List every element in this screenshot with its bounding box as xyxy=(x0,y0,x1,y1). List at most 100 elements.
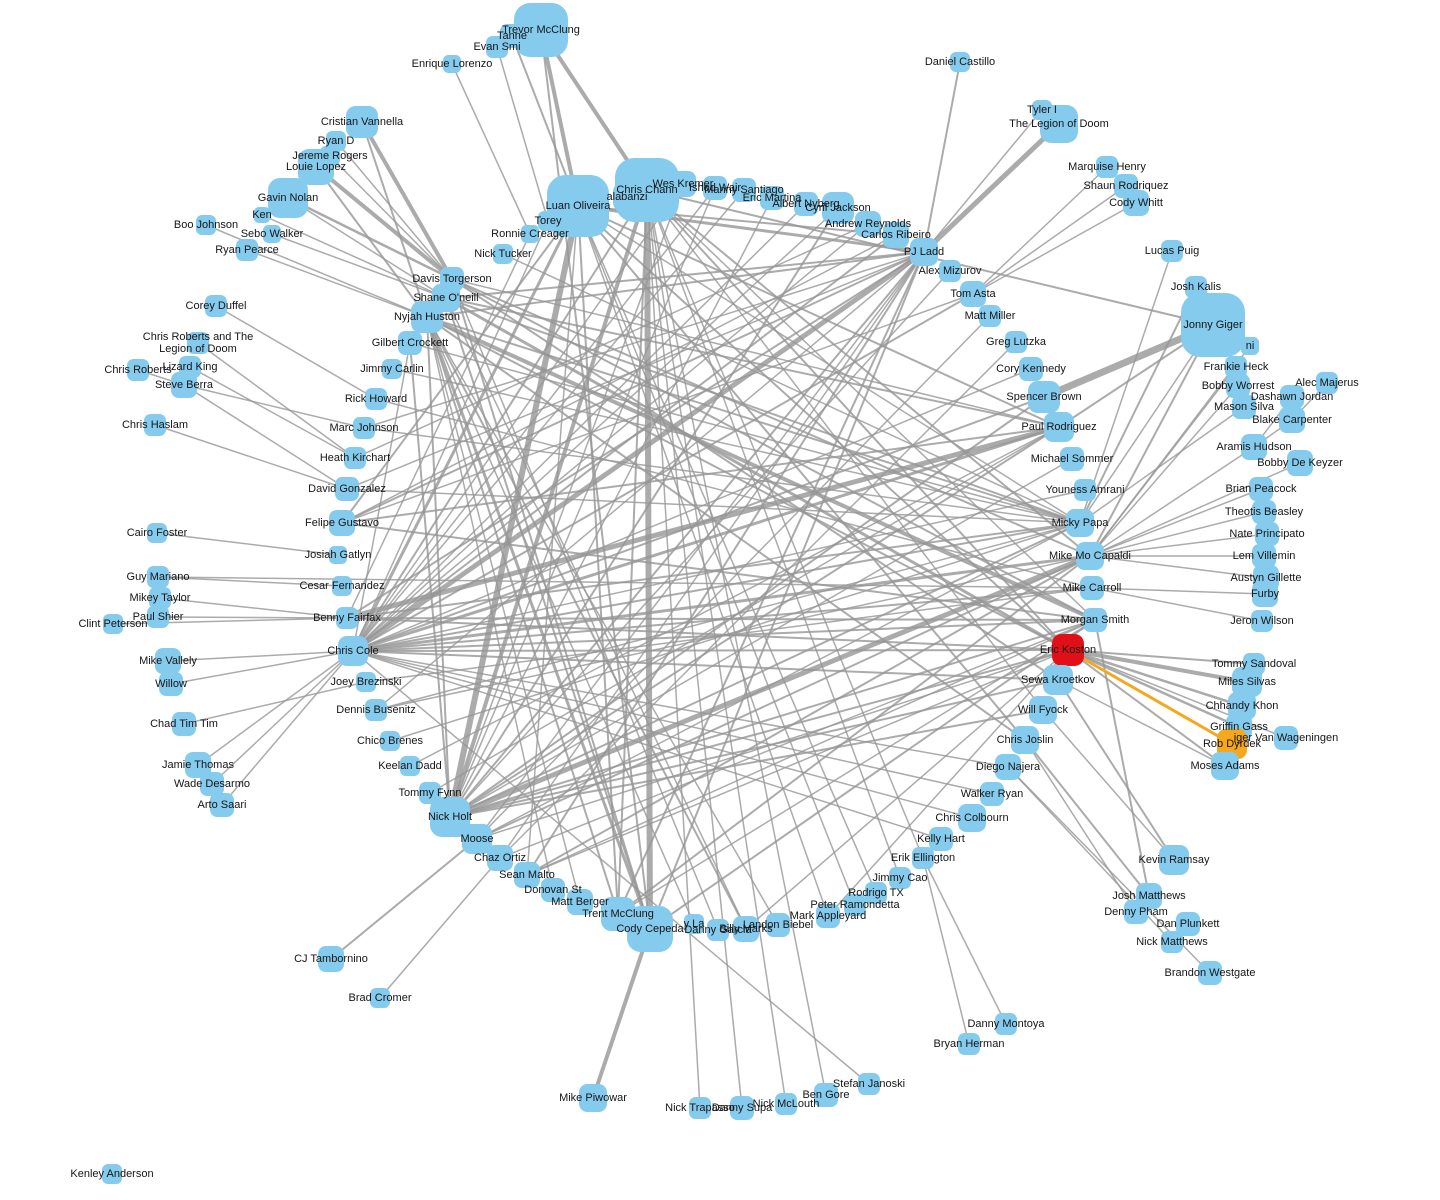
graph-node-eric-koston[interactable] xyxy=(1052,634,1084,666)
graph-node-marc-johnson[interactable] xyxy=(353,417,375,439)
graph-node-aramis-hudson[interactable] xyxy=(1241,434,1267,460)
graph-node-mike-piwowar[interactable] xyxy=(579,1084,607,1112)
graph-node-chris-haslam[interactable] xyxy=(144,414,166,436)
graph-node-corey-duffel[interactable] xyxy=(205,295,227,317)
graph-node-rodrigo-tx[interactable] xyxy=(865,882,887,904)
graph-node-erik-ellington[interactable] xyxy=(912,847,934,869)
graph-node-nick-tucker[interactable] xyxy=(493,244,513,264)
graph-node-rick-howard[interactable] xyxy=(365,388,387,410)
graph-node-ryan-pearce[interactable] xyxy=(236,239,258,261)
graph-node-moses-adams[interactable] xyxy=(1211,752,1239,780)
graph-node-diego-najera[interactable] xyxy=(995,754,1021,780)
graph-node-furby[interactable] xyxy=(1252,581,1278,607)
graph-node-benny-fairfax[interactable] xyxy=(336,607,358,629)
graph-node-will-fyock[interactable] xyxy=(1029,696,1057,724)
graph-node-cj-tambornino[interactable] xyxy=(318,946,344,972)
graph-node-bobby-de-keyzer[interactable] xyxy=(1287,450,1313,476)
graph-node-daniel-castillo[interactable] xyxy=(950,52,970,72)
graph-node-mike-vallely[interactable] xyxy=(155,648,181,674)
graph-node-carlos-ribeiro[interactable] xyxy=(883,222,909,248)
graph-node-mason-silva[interactable] xyxy=(1232,395,1256,419)
graph-node-kenley-anderson[interactable] xyxy=(102,1164,122,1184)
graph-node-walker-ryan[interactable] xyxy=(980,782,1004,806)
graph-node-joey-brezinski[interactable] xyxy=(356,672,376,692)
graph-node-mike-mo-capaldi[interactable] xyxy=(1076,542,1104,570)
graph-node-paul-shier[interactable] xyxy=(147,606,169,628)
graph-node-nick-mclouth[interactable] xyxy=(775,1093,797,1115)
graph-node-blake-carpenter[interactable] xyxy=(1279,407,1305,433)
graph-node-brandon-westgate[interactable] xyxy=(1198,961,1222,985)
graph-node-wes-kremer[interactable] xyxy=(670,171,696,197)
graph-node-chico-brenes[interactable] xyxy=(380,731,400,751)
graph-node-keelan-dadd[interactable] xyxy=(400,756,420,776)
graph-node-kelly-hart[interactable] xyxy=(929,827,953,851)
graph-node-spencer-brown[interactable] xyxy=(1028,381,1060,413)
graph-node-louie-lopez[interactable] xyxy=(298,149,334,185)
graph-node-ni[interactable] xyxy=(1241,337,1259,355)
graph-node-nick-holt[interactable] xyxy=(430,797,470,837)
graph-node-landon-biebel[interactable] xyxy=(766,913,790,937)
graph-node-sewa-kroetkov[interactable] xyxy=(1043,665,1073,695)
graph-node-jimmy-cao[interactable] xyxy=(889,867,911,889)
graph-node-cyril-jackson[interactable] xyxy=(822,192,854,224)
graph-node-evan-smi[interactable] xyxy=(486,36,508,58)
graph-node-stefan-janoski[interactable] xyxy=(858,1073,880,1095)
graph-node-trent-mcclung[interactable] xyxy=(601,897,635,931)
graph-node-chaz-ortiz[interactable] xyxy=(487,845,513,871)
graph-node-mike-carroll[interactable] xyxy=(1080,576,1104,600)
graph-node-denny-pham[interactable] xyxy=(1124,900,1148,924)
graph-node-danny-supa[interactable] xyxy=(730,1096,754,1120)
graph-node-alex-mizurov[interactable] xyxy=(939,260,961,282)
graph-node-cristian-vannella[interactable] xyxy=(346,106,378,138)
graph-node-marquise-henry[interactable] xyxy=(1096,156,1118,178)
graph-node-iger-van-wageningen[interactable] xyxy=(1274,726,1298,750)
graph-node-sebo-walker[interactable] xyxy=(263,225,281,243)
graph-node-chris-roberts-and-the-legion-of-doom[interactable] xyxy=(187,332,209,354)
graph-node-nick-matthews[interactable] xyxy=(1161,931,1183,953)
graph-node-cesar-fernandez[interactable] xyxy=(332,576,352,596)
graph-node-chris-joslin[interactable] xyxy=(1011,726,1039,754)
graph-node-arto-saari[interactable] xyxy=(210,793,234,817)
graph-node-albert-nyberg[interactable] xyxy=(794,192,818,216)
graph-node-nate-principato[interactable] xyxy=(1255,522,1279,546)
graph-node-andrew-reynolds[interactable] xyxy=(855,211,881,237)
graph-node-heath-kirchart[interactable] xyxy=(344,447,366,469)
graph-node-clint-peterson[interactable] xyxy=(103,614,123,634)
graph-node-eric-martina[interactable] xyxy=(760,186,784,210)
graph-node-lem-villemin[interactable] xyxy=(1252,544,1276,568)
graph-node-cody-whitt[interactable] xyxy=(1123,190,1149,216)
graph-node-matt-miller[interactable] xyxy=(979,305,1001,327)
graph-node-ronnie-creager[interactable] xyxy=(521,225,539,243)
graph-node-donovan-st[interactable] xyxy=(541,878,565,902)
graph-node-gilbert-crockett[interactable] xyxy=(398,331,422,355)
graph-node-enrique-lorenzo[interactable] xyxy=(443,55,461,73)
graph-node-brian-peacock[interactable] xyxy=(1249,477,1273,501)
graph-node-brad-cromer[interactable] xyxy=(370,988,390,1008)
graph-node-danny-montoya[interactable] xyxy=(995,1013,1017,1035)
graph-node-jimmy-carlin[interactable] xyxy=(382,359,402,379)
graph-node-bryan-herman[interactable] xyxy=(958,1033,980,1055)
graph-node-nyjah-huston[interactable] xyxy=(411,301,443,333)
graph-node-torey[interactable] xyxy=(538,211,558,231)
graph-node-chad-tim-tim[interactable] xyxy=(172,712,196,736)
graph-node-billy-marks[interactable] xyxy=(733,916,759,942)
graph-node-lucas-puig[interactable] xyxy=(1161,240,1183,262)
graph-node-josh-kalis[interactable] xyxy=(1185,276,1207,298)
graph-node-theotis-beasley[interactable] xyxy=(1252,500,1276,524)
graph-node-tommy-fynn[interactable] xyxy=(419,782,441,804)
graph-node-ken[interactable] xyxy=(254,207,270,223)
graph-node-micky-papa[interactable] xyxy=(1066,509,1094,537)
graph-node-bobby-worrest[interactable] xyxy=(1226,374,1250,398)
graph-node-cairo-foster[interactable] xyxy=(147,523,167,543)
graph-node-michael-sommer[interactable] xyxy=(1060,447,1084,471)
graph-node-matt-berger[interactable] xyxy=(567,889,593,915)
graph-node-greg-lutzka[interactable] xyxy=(1005,331,1027,353)
graph-node-ishod-wair[interactable] xyxy=(703,176,727,200)
graph-node-gavin-nolan[interactable] xyxy=(268,178,308,218)
graph-node-sean-malto[interactable] xyxy=(514,862,540,888)
graph-node-danny-garcia[interactable] xyxy=(707,919,729,941)
graph-node-wade-desarmo[interactable] xyxy=(200,772,224,796)
graph-node-tom-asta[interactable] xyxy=(960,281,986,307)
graph-node-boo-johnson[interactable] xyxy=(196,215,216,235)
graph-node-felipe-gustavo[interactable] xyxy=(329,510,355,536)
